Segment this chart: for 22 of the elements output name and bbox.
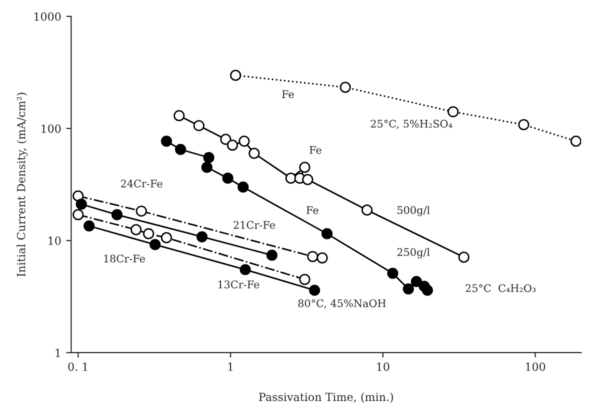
annotation: 21Cr-Fe (234, 220, 275, 229)
annotation: Fe (282, 90, 294, 98)
x-axis-title: Passivation Time, (min.) (259, 392, 393, 403)
annotation: 250g/l (397, 248, 430, 258)
x-tick-label: 10 (377, 362, 390, 371)
y-tick-label: 100 (42, 124, 61, 133)
y-tick-label: 1000 (34, 12, 61, 21)
annotation: 24Cr-Fe (120, 180, 162, 188)
y-axis-title: Initial Current Density, (mA/cm²) (16, 92, 28, 277)
annotation: 25°C C₄H₂O₃ (466, 284, 536, 292)
annotation: 80°C, 45%NaOH (298, 299, 386, 308)
x-tick-label: 100 (526, 362, 546, 371)
x-tick-label: 1 (228, 362, 232, 371)
y-tick-label: 10 (48, 236, 61, 245)
annotation: 500g/l (398, 206, 430, 216)
annotation: 13Cr-Fe (218, 280, 260, 288)
x-tick-label: 0. 1 (68, 362, 88, 371)
annotation: Fe (306, 206, 318, 214)
y-tick-label: 1 (56, 348, 60, 357)
annotation: Fe (310, 146, 322, 154)
annotation: 18Cr-Fe (104, 254, 145, 262)
annotation: 25°C, 5%H₂SO₄ (370, 120, 452, 129)
